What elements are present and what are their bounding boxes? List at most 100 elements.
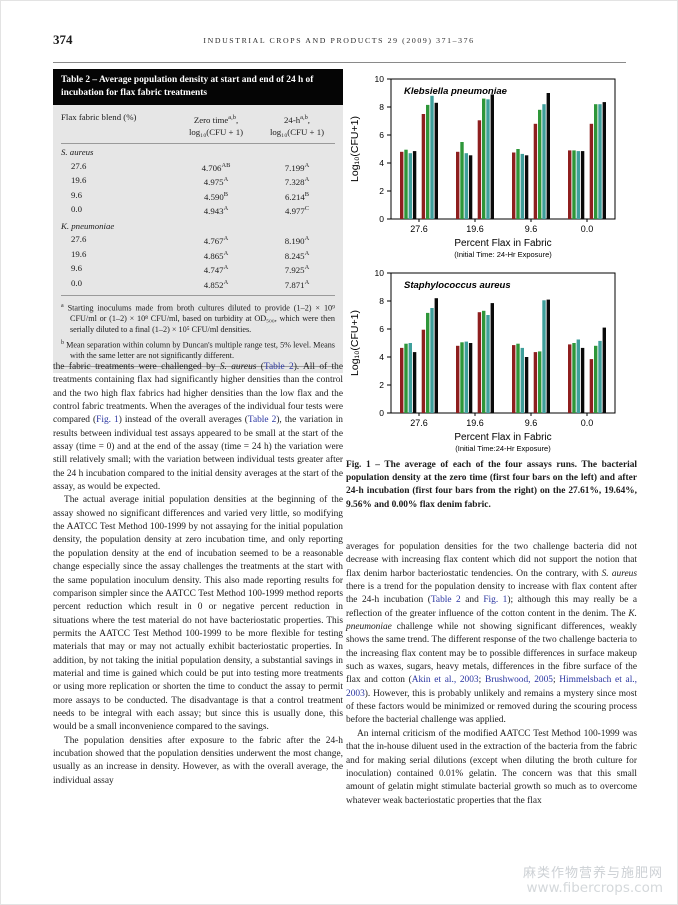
chart-title: Klebsiella pneumoniae	[404, 86, 508, 97]
table-footnote: b Mean separation within column by Dunca…	[61, 339, 335, 360]
bar	[594, 345, 598, 413]
y-tick-label: 4	[379, 352, 384, 362]
text-run: The actual average initial population de…	[53, 495, 343, 733]
text-run: ) instead of the overall averages (	[118, 415, 248, 426]
paragraph: An internal criticism of the modified AA…	[346, 728, 637, 808]
y-tick-label: 2	[379, 186, 384, 196]
table-column-header: Flax fabric blend (%)	[61, 112, 137, 123]
bar	[404, 343, 408, 413]
bar	[421, 114, 426, 219]
bar	[430, 95, 434, 219]
bar	[468, 343, 473, 413]
table-footnote: a Starting inoculums made from broth cul…	[61, 303, 335, 334]
bar	[572, 343, 576, 413]
figure-1-caption: Fig. 1 – The average of each of the four…	[346, 460, 637, 510]
inline-link[interactable]: Akin et al., 2003	[411, 675, 479, 686]
x-tick-label: 9.6	[525, 224, 538, 234]
text-run: ;	[478, 675, 485, 686]
bar	[434, 102, 438, 219]
bar	[477, 120, 482, 219]
table-row: 19.6 4.975A 7.328A	[71, 175, 310, 187]
text-run: challenge while not showing significant …	[346, 622, 637, 686]
x-tick-label: 9.6	[525, 418, 538, 428]
page-number: 374	[53, 32, 73, 47]
watermark-cjk-line: 麻类作物营养与施肥网	[522, 866, 663, 881]
left-column-text: the fabric treatments were challenged by…	[53, 361, 343, 788]
bar	[598, 104, 602, 219]
bar	[576, 151, 580, 219]
bar	[533, 352, 538, 413]
bar	[542, 104, 546, 219]
y-tick-label: 6	[379, 130, 384, 140]
bar	[580, 347, 585, 413]
right-column-text: averages for population densities for th…	[346, 541, 637, 808]
bar	[542, 300, 546, 413]
table-row: 0.0 4.852A 7.871A	[71, 277, 310, 290]
y-axis-label: Log₁₀(CFU+1)	[349, 310, 361, 376]
bar	[426, 104, 430, 219]
inline-link[interactable]: Table 2	[430, 595, 461, 606]
text-run: The population densities after exposure …	[53, 735, 343, 786]
inline-link[interactable]: Fig. 1	[483, 595, 508, 606]
header-rule	[53, 62, 626, 63]
bar	[602, 327, 606, 413]
bar	[464, 153, 468, 219]
inline-link[interactable]: Table 2	[263, 362, 294, 372]
bar	[538, 351, 542, 413]
table-row: 19.6 4.865A 8.245A	[71, 248, 310, 261]
bar	[408, 343, 412, 413]
y-tick-label: 0	[379, 214, 384, 224]
bar	[602, 102, 606, 219]
bar	[524, 155, 529, 219]
paragraph: The actual average initial population de…	[53, 494, 343, 734]
bar	[538, 109, 542, 219]
bar	[512, 152, 516, 219]
bar	[516, 343, 520, 413]
y-tick-label: 6	[379, 324, 384, 334]
inline-link[interactable]: Himmelsbach et al., 2003	[346, 675, 637, 699]
watermark-url: www.fibercrops.com	[526, 880, 663, 896]
chart-staphylococcus-aureus: 0 2 4 6 8 10 27.6 19.6 9.6 0.0 Staphylococcus aure…	[349, 268, 616, 453]
inline-link[interactable]: Table 2	[247, 415, 277, 426]
paragraph: The population densities after exposure …	[53, 735, 343, 788]
bar	[430, 308, 434, 413]
x-tick-label: 19.6	[466, 418, 484, 428]
table-column-header: 24-ha,b, log₁₀(CFU + 1)	[269, 114, 325, 137]
x-axis-note: (Initial Time: 24-Hr Exposure)	[454, 250, 552, 259]
text-run: there is a trend for the population dens…	[346, 582, 637, 606]
bar	[460, 342, 464, 413]
bar	[516, 149, 520, 219]
table-2-footnotes: a Starting inoculums made from broth cul…	[61, 295, 335, 368]
bar	[412, 151, 417, 219]
bar	[546, 93, 550, 219]
bar	[468, 155, 473, 219]
x-tick-label: 0.0	[581, 418, 594, 428]
inline-link[interactable]: Brushwood, 2005	[484, 675, 553, 686]
y-tick-label: 8	[379, 296, 384, 306]
bar	[512, 345, 516, 413]
text-run: ); although this may really be a reflect…	[346, 595, 637, 619]
bar	[580, 151, 585, 219]
text-run: ;	[552, 675, 560, 686]
bar	[464, 341, 468, 413]
x-tick-label: 27.6	[410, 224, 428, 234]
y-axis-label: Log₁₀(CFU+1)	[349, 116, 361, 182]
bar	[456, 345, 460, 413]
table-2-caption: Table 2 – Average population density at …	[53, 69, 343, 106]
bar	[412, 352, 417, 413]
bar	[520, 153, 524, 219]
table-row: 9.6 4.747A 7.925A	[71, 263, 310, 275]
y-tick-label: 0	[379, 408, 384, 418]
inline-link[interactable]: Fig. 1	[96, 415, 119, 426]
table-row: 27.6 4.706AB 7.199A	[71, 160, 310, 173]
x-axis-note: (Initial Time:24-Hr Exposure)	[455, 444, 551, 453]
bar	[594, 104, 598, 219]
x-tick-label: 0.0	[581, 224, 594, 234]
x-axis-label: Percent Flax in Fabric	[454, 432, 551, 443]
y-tick-label: 8	[379, 102, 384, 112]
chart-klebsiella-pneumoniae: 0 2 4 6 8 10 27.6 19.6 9.6 0.0 Klebsiella pneumoni…	[349, 74, 616, 259]
bar	[524, 357, 529, 413]
table-2: Table 2 – Average population density at …	[53, 69, 343, 374]
text-run: ). However, this is probably unlikely an…	[346, 688, 637, 726]
